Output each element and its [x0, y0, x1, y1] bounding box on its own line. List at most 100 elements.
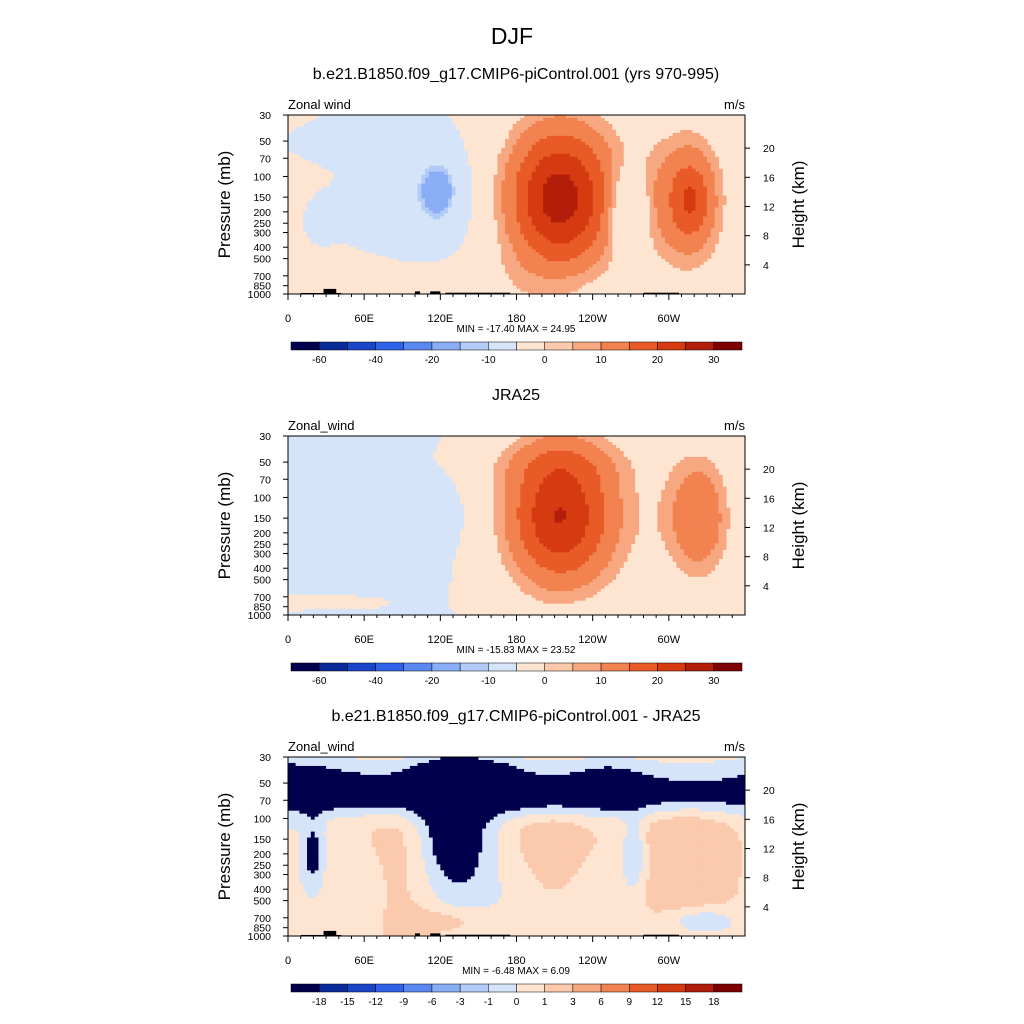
contour-cell — [531, 444, 537, 449]
contour-cell — [687, 153, 693, 158]
contour-cell — [425, 117, 430, 122]
contour-cell — [322, 129, 327, 134]
contour-cell — [600, 450, 605, 455]
contour-cell — [577, 147, 582, 152]
contour-cell — [379, 252, 384, 256]
contour-cell — [356, 138, 361, 143]
contour-cell — [554, 189, 559, 194]
contour-cell — [413, 210, 419, 215]
contour-cell — [455, 159, 460, 164]
contour-cell — [665, 249, 670, 253]
contour-cell — [409, 180, 415, 185]
contour-cell — [413, 135, 419, 140]
contour-cell — [383, 120, 388, 125]
contour-cell — [398, 252, 403, 256]
contour-cell — [596, 135, 601, 140]
contour-cell — [546, 120, 552, 125]
contour-cell — [436, 189, 441, 194]
contour-cell — [691, 264, 697, 268]
contour-cell — [447, 132, 453, 137]
contour-cell — [596, 207, 601, 212]
contour-cell — [588, 135, 594, 140]
contour-cell — [329, 228, 335, 232]
contour-cell — [573, 282, 579, 286]
contour-cell — [569, 267, 575, 271]
contour-cell — [425, 165, 430, 170]
contour-cell — [367, 165, 373, 170]
contour-cell — [585, 240, 590, 244]
contour-cell — [585, 204, 590, 209]
contour-cell — [573, 198, 579, 203]
contour-cell — [562, 135, 567, 140]
contour-cell — [539, 201, 544, 206]
contour-cell — [428, 228, 434, 232]
contour-cell — [573, 168, 579, 173]
contour-cell — [409, 156, 415, 161]
contour-cell — [440, 156, 445, 161]
contour-cell — [516, 204, 521, 209]
contour-cell — [447, 201, 453, 206]
contour-cell — [539, 282, 544, 286]
contour-cell — [619, 159, 624, 164]
contour-cell — [444, 192, 449, 197]
contour-cell — [516, 210, 521, 215]
contour-cell — [531, 192, 537, 197]
contour-cell — [512, 171, 518, 176]
contour-cell — [531, 273, 537, 277]
contour-cell — [406, 192, 411, 197]
contour-cell — [318, 207, 323, 212]
contour-cell — [520, 234, 525, 238]
contour-cell — [604, 153, 609, 158]
contour-cell — [585, 279, 590, 283]
contour-cell — [577, 186, 582, 191]
contour-cell — [436, 219, 441, 223]
contour-cell — [573, 234, 579, 238]
contour-cell — [421, 219, 426, 223]
contour-cell — [592, 273, 598, 277]
contour-cell — [421, 132, 426, 137]
contour-cell — [455, 144, 460, 149]
contour-cell — [367, 195, 373, 200]
contour-cell — [676, 255, 681, 259]
contour-cell — [520, 231, 525, 235]
contour-cell — [387, 165, 392, 170]
contour-cell — [337, 207, 342, 212]
contour-cell — [550, 285, 556, 289]
contour-cell — [687, 258, 693, 262]
contour-cell — [413, 150, 419, 155]
contour-cell — [566, 171, 571, 176]
contour-cell — [588, 177, 594, 182]
contour-cell — [520, 162, 525, 167]
contour-cell — [661, 216, 666, 221]
contour-cell — [577, 258, 582, 262]
contour-cell — [322, 189, 327, 194]
contour-cell — [524, 228, 529, 232]
contour-cell — [383, 444, 388, 449]
contour-cell — [379, 117, 384, 122]
contour-cell — [413, 126, 419, 131]
contour-cell — [345, 450, 350, 455]
contour-cell — [459, 192, 464, 197]
contour-cell — [466, 168, 472, 173]
contour-cell — [436, 150, 441, 155]
contour-cell — [352, 147, 358, 152]
contour-cell — [398, 147, 403, 152]
contour-cell — [569, 189, 575, 194]
contour-cell — [364, 216, 369, 221]
contour-cell — [550, 288, 556, 292]
contour-cell — [447, 216, 453, 221]
contour-cell — [562, 231, 567, 235]
contour-cell — [566, 186, 571, 191]
contour-cell — [409, 117, 415, 122]
contour-cell — [314, 222, 320, 226]
contour-cell — [367, 204, 373, 209]
contour-cell — [512, 246, 518, 250]
contour-cell — [508, 192, 514, 197]
contour-cell — [394, 168, 400, 173]
contour-cell — [581, 282, 586, 286]
contour-cell — [680, 132, 685, 137]
contour-cell — [703, 216, 708, 221]
contour-cell — [524, 135, 529, 140]
contour-cell — [318, 120, 323, 125]
contour-cell — [661, 177, 666, 182]
